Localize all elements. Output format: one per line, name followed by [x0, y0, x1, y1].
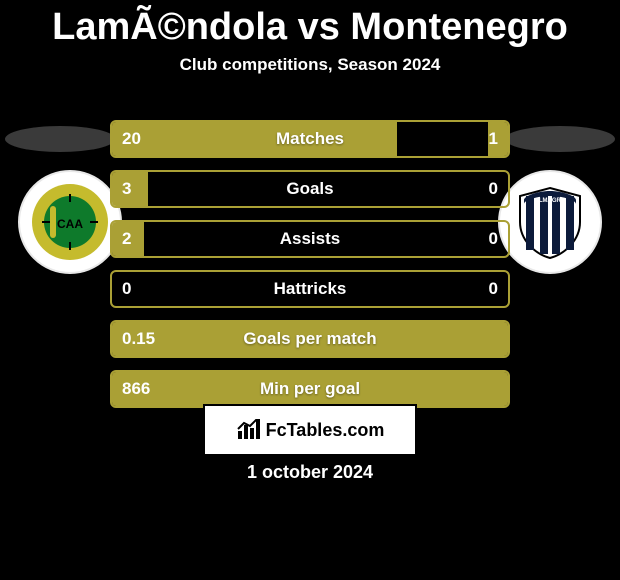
date-label: 1 october 2024	[0, 462, 620, 483]
team-logo-right: ALMAGRO	[498, 170, 602, 274]
team-logo-left: CAA	[18, 170, 122, 274]
bar-chart-icon	[236, 417, 262, 443]
fctables-label: FcTables.com	[266, 420, 385, 441]
page-title: LamÃ©ndola vs Montenegro	[0, 0, 620, 49]
stat-label: Matches	[112, 122, 508, 156]
stat-row: 201Matches	[110, 120, 510, 158]
fctables-watermark: FcTables.com	[203, 404, 417, 456]
stat-row: 0.15Goals per match	[110, 320, 510, 358]
player-shadow-left	[5, 126, 115, 152]
stat-row: 30Goals	[110, 170, 510, 208]
stat-row: 866Min per goal	[110, 370, 510, 408]
stat-row: 20Assists	[110, 220, 510, 258]
almagro-badge-icon: ALMAGRO	[510, 182, 590, 262]
aldosivi-badge-icon: CAA	[30, 182, 110, 262]
stat-label: Assists	[112, 222, 508, 256]
player-shadow-right	[505, 126, 615, 152]
stat-label: Goals	[112, 172, 508, 206]
stat-label: Goals per match	[112, 322, 508, 356]
stats-bars: 201Matches 30Goals 20Assists 00Hattricks 0.1…	[110, 120, 510, 420]
svg-text:CAA: CAA	[57, 217, 83, 231]
stat-row: 00Hattricks	[110, 270, 510, 308]
stat-label: Hattricks	[112, 272, 508, 306]
page-subtitle: Club competitions, Season 2024	[0, 55, 620, 75]
comparison-infographic: { "title": "LamÃ©ndola vs Montenegro", "…	[0, 0, 620, 580]
svg-text:ALMAGRO: ALMAGRO	[535, 198, 566, 204]
stat-label: Min per goal	[112, 372, 508, 406]
